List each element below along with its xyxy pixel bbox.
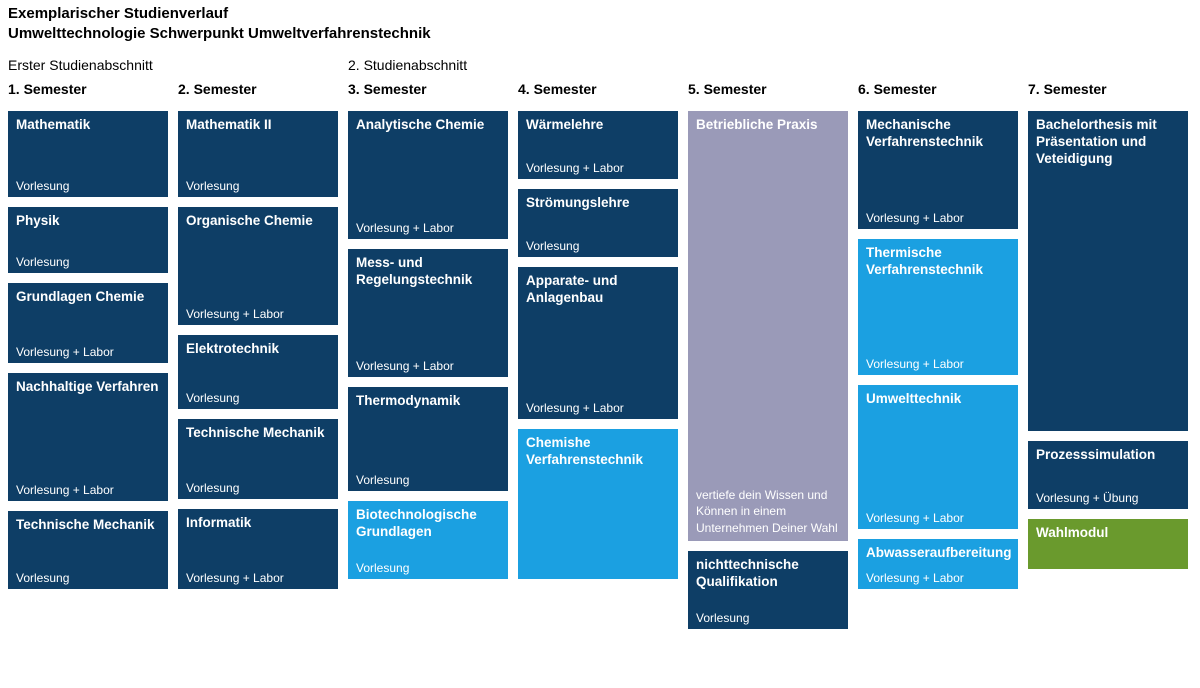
course-box: Wärmelehre Vorlesung + Labor bbox=[518, 111, 678, 179]
course-type: Vorlesung + Labor bbox=[866, 565, 1010, 585]
course-title: Physik bbox=[16, 213, 160, 230]
course-type: Vorlesung + Labor bbox=[526, 395, 670, 415]
course-box: Bachelorthesis mit Präsentation und Vete… bbox=[1028, 111, 1188, 431]
course-type: Vorlesung bbox=[16, 173, 160, 193]
course-title: Technische Mechanik bbox=[186, 425, 330, 442]
course-box: Chemishe Verfahrenstechnik bbox=[518, 429, 678, 579]
course-title: Abwasseraufbereitung bbox=[866, 545, 1010, 562]
course-type: Vorlesung + Labor bbox=[356, 215, 500, 235]
course-title: Betriebliche Praxis bbox=[696, 117, 840, 134]
semester-header: 6. Semester bbox=[858, 81, 1018, 97]
course-title: Chemishe Verfahrenstechnik bbox=[526, 435, 670, 469]
semester-header: 5. Semester bbox=[688, 81, 848, 97]
course-title: Umwelttechnik bbox=[866, 391, 1010, 408]
course-title: Elektrotechnik bbox=[186, 341, 330, 358]
course-type: Vorlesung bbox=[526, 233, 670, 253]
course-box: Abwasseraufbereitung Vorlesung + Labor bbox=[858, 539, 1018, 589]
course-type: Vorlesung bbox=[356, 467, 500, 487]
course-type: Vorlesung + Übung bbox=[1036, 485, 1180, 505]
semester-header: 7. Semester bbox=[1028, 81, 1188, 97]
course-title: Thermische Verfahrenstechnik bbox=[866, 245, 1010, 279]
course-title: Wärmelehre bbox=[526, 117, 670, 134]
course-title: Organische Chemie bbox=[186, 213, 330, 230]
course-title: Bachelorthesis mit Präsentation und Vete… bbox=[1036, 117, 1180, 168]
section-labels: Erster Studienabschnitt 2. Studienabschn… bbox=[8, 57, 1192, 73]
course-type: Vorlesung + Labor bbox=[866, 505, 1010, 525]
semester-header: 1. Semester bbox=[8, 81, 168, 97]
course-title: Wahlmodul bbox=[1036, 525, 1180, 542]
course-type: Vorlesung + Labor bbox=[16, 339, 160, 359]
semester-column: 7. Semester Bachelorthesis mit Präsentati… bbox=[1028, 81, 1188, 639]
course-type: Vorlesung bbox=[16, 249, 160, 269]
course-box: Mathematik II Vorlesung bbox=[178, 111, 338, 197]
course-title: Grundlagen Chemie bbox=[16, 289, 160, 306]
course-box: Technische Mechanik Vorlesung bbox=[8, 511, 168, 589]
course-title: Thermodynamik bbox=[356, 393, 500, 410]
course-title: Apparate- und Anlagenbau bbox=[526, 273, 670, 307]
course-title: Analytische Chemie bbox=[356, 117, 500, 134]
course-type: Vorlesung bbox=[356, 555, 500, 575]
course-box: Organische Chemie Vorlesung + Labor bbox=[178, 207, 338, 325]
semester-column: 2. Semester Mathematik II Vorlesung Organis… bbox=[178, 81, 338, 639]
course-box: Wahlmodul bbox=[1028, 519, 1188, 569]
course-subtitle: vertiefe dein Wissen und Können in einem… bbox=[696, 487, 840, 537]
course-box: Nachhaltige Verfahren Vorlesung + Labor bbox=[8, 373, 168, 501]
course-title: Technische Mechanik bbox=[16, 517, 160, 534]
course-title: Mechanische Verfahrenstechnik bbox=[866, 117, 1010, 151]
course-box: Mechanische Verfahrenstechnik Vorlesung +… bbox=[858, 111, 1018, 229]
semester-header: 2. Semester bbox=[178, 81, 338, 97]
section-1-label: Erster Studienabschnitt bbox=[8, 57, 348, 73]
course-type: Vorlesung bbox=[696, 605, 840, 625]
course-type: Vorlesung + Labor bbox=[186, 565, 330, 585]
course-box: Physik Vorlesung bbox=[8, 207, 168, 273]
course-title: Prozesssimulation bbox=[1036, 447, 1180, 464]
course-box: Mathematik Vorlesung bbox=[8, 111, 168, 197]
course-type: Vorlesung bbox=[16, 565, 160, 585]
course-title: Informatik bbox=[186, 515, 330, 532]
course-type: Vorlesung bbox=[186, 173, 330, 193]
course-title: Nachhaltige Verfahren bbox=[16, 379, 160, 396]
semester-header: 3. Semester bbox=[348, 81, 508, 97]
course-title: Mathematik II bbox=[186, 117, 330, 134]
course-box: Prozesssimulation Vorlesung + Übung bbox=[1028, 441, 1188, 509]
semester-column: 1. Semester Mathematik Vorlesung Physik Vorl… bbox=[8, 81, 168, 639]
course-title: Biotechnologische Grundlagen bbox=[356, 507, 500, 541]
semester-column: 3. Semester Analytische Chemie Vorlesung +… bbox=[348, 81, 508, 639]
course-type: Vorlesung bbox=[186, 475, 330, 495]
course-type: Vorlesung + Labor bbox=[356, 353, 500, 373]
curriculum-grid: 1. Semester Mathematik Vorlesung Physik Vorl… bbox=[8, 81, 1192, 639]
course-box: Informatik Vorlesung + Labor bbox=[178, 509, 338, 589]
course-title: Strömungslehre bbox=[526, 195, 670, 212]
section-2-label: 2. Studienabschnitt bbox=[348, 57, 467, 73]
course-box: Thermische Verfahrenstechnik Vorlesung + … bbox=[858, 239, 1018, 375]
semester-column: 6. Semester Mechanische Verfahrenstechnik… bbox=[858, 81, 1018, 639]
course-box: Technische Mechanik Vorlesung bbox=[178, 419, 338, 499]
course-type: Vorlesung + Labor bbox=[866, 351, 1010, 371]
course-title: Mathematik bbox=[16, 117, 160, 134]
course-box: Umwelttechnik Vorlesung + Labor bbox=[858, 385, 1018, 529]
course-type: Vorlesung + Labor bbox=[526, 155, 670, 175]
course-title: Mess- und Regelungstechnik bbox=[356, 255, 500, 289]
title-line2: Umwelttechnologie Schwerpunkt Umweltverf… bbox=[8, 24, 1192, 44]
course-box: Mess- und Regelungstechnik Vorlesung + La… bbox=[348, 249, 508, 377]
page-title: Exemplarischer Studienverlauf Umwelttech… bbox=[8, 4, 1192, 43]
course-box: Betriebliche Praxis vertiefe dein Wissen … bbox=[688, 111, 848, 541]
course-title: nichttechnische Qualifikation bbox=[696, 557, 840, 591]
course-type: Vorlesung + Labor bbox=[866, 205, 1010, 225]
course-box: Thermodynamik Vorlesung bbox=[348, 387, 508, 491]
course-box: Analytische Chemie Vorlesung + Labor bbox=[348, 111, 508, 239]
semester-header: 4. Semester bbox=[518, 81, 678, 97]
course-type: Vorlesung bbox=[186, 385, 330, 405]
course-box: Strömungslehre Vorlesung bbox=[518, 189, 678, 257]
course-box: Biotechnologische Grundlagen Vorlesung bbox=[348, 501, 508, 579]
semester-column: 5. Semester Betriebliche Praxis vertiefe d… bbox=[688, 81, 848, 639]
course-type: Vorlesung + Labor bbox=[16, 477, 160, 497]
title-line1: Exemplarischer Studienverlauf bbox=[8, 4, 1192, 24]
course-box: Apparate- und Anlagenbau Vorlesung + Labo… bbox=[518, 267, 678, 419]
course-box: nichttechnische Qualifikation Vorlesung bbox=[688, 551, 848, 629]
course-box: Elektrotechnik Vorlesung bbox=[178, 335, 338, 409]
semester-column: 4. Semester Wärmelehre Vorlesung + Labor St… bbox=[518, 81, 678, 639]
course-type: Vorlesung + Labor bbox=[186, 301, 330, 321]
course-box: Grundlagen Chemie Vorlesung + Labor bbox=[8, 283, 168, 363]
